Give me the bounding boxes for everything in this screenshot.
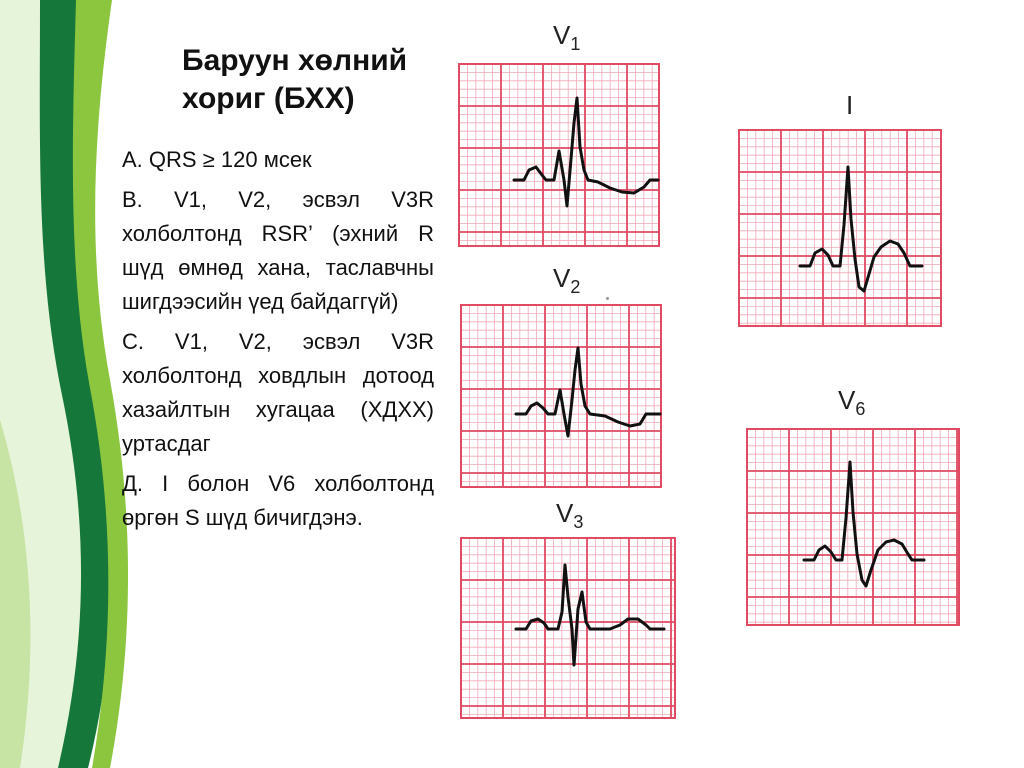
lead-label-v2: V2 (553, 263, 581, 297)
title-line-2: хориг (БХХ) (182, 82, 355, 115)
ecg-trace-v6 (802, 460, 926, 588)
ecg-trace-v1 (512, 96, 660, 208)
ecg-grid-i (738, 129, 942, 327)
criterion-c: С. V1, V2, эсвэл V3R холболтонд ховдлын … (122, 329, 434, 456)
lead-label-v2-index: 2 (570, 277, 581, 297)
ecg-frame (460, 304, 662, 488)
title-line-1: Баруун хөлний (182, 44, 408, 77)
slide-title: Баруун хөлний хориг (БХХ) (182, 42, 452, 118)
ecg-frame (458, 63, 660, 247)
lead-label-v1: V1 (553, 20, 581, 54)
ecg-panel-v1 (458, 63, 660, 247)
ecg-trace-v3 (514, 563, 666, 667)
criterion-a: А. QRS ≥ 120 мсек (122, 147, 312, 172)
stray-dot (606, 297, 609, 300)
lead-label-v1-letter: V (553, 20, 571, 50)
lead-label-i-letter: I (846, 90, 854, 120)
lead-label-v3: V3 (556, 498, 584, 532)
criteria-list: А. QRS ≥ 120 мсек В. V1, V2, эсвэл V3R х… (122, 143, 434, 541)
lead-label-v6-index: 6 (855, 399, 866, 419)
lead-label-v6-letter: V (838, 385, 856, 415)
lead-label-v3-letter: V (556, 498, 574, 528)
ecg-trace-v2 (514, 346, 662, 438)
ecg-trace-i (798, 165, 924, 293)
criterion-d: Д. I болон V6 холболтонд өргөн S шүд бич… (122, 471, 434, 530)
ecg-grid-v3 (460, 537, 676, 719)
lead-label-v3-index: 3 (573, 512, 584, 532)
ecg-panel-i (738, 129, 942, 327)
ecg-paper (460, 537, 676, 719)
criterion-b: В. V1, V2, эсвэл V3R холболтонд RSR’ (эх… (122, 187, 434, 314)
lead-label-v6: V6 (838, 385, 866, 419)
ecg-panel-v3 (460, 537, 676, 719)
ecg-panel-v2 (460, 304, 662, 488)
ecg-frame (460, 537, 676, 719)
ecg-frame (746, 428, 960, 626)
ecg-frame (738, 129, 942, 327)
decorative-ribbon (0, 0, 129, 768)
lead-label-v1-index: 1 (570, 34, 581, 54)
lead-label-v2-letter: V (553, 263, 571, 293)
lead-label-i: I (846, 90, 853, 121)
ecg-panel-v6 (746, 428, 960, 626)
